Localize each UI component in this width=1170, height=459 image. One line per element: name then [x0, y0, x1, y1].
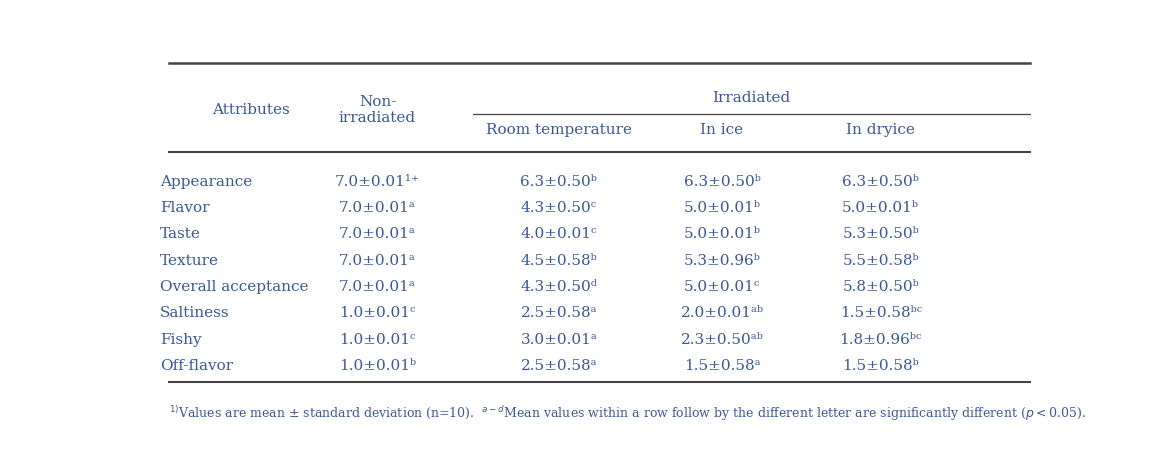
Text: Non-
irradiated: Non- irradiated: [339, 95, 417, 125]
Text: 2.0±0.01ᵃᵇ: 2.0±0.01ᵃᵇ: [681, 306, 764, 320]
Text: 1.5±0.58ᵃ: 1.5±0.58ᵃ: [683, 358, 760, 372]
Text: 1.5±0.58ᵇᶜ: 1.5±0.58ᵇᶜ: [840, 306, 922, 320]
Text: 7.0±0.01ᵃ: 7.0±0.01ᵃ: [339, 227, 415, 241]
Text: 7.0±0.01ᵃ: 7.0±0.01ᵃ: [339, 201, 415, 215]
Text: 3.0±0.01ᵃ: 3.0±0.01ᵃ: [521, 332, 597, 346]
Text: 7.0±0.01ᵃ: 7.0±0.01ᵃ: [339, 253, 415, 267]
Text: 4.5±0.58ᵇ: 4.5±0.58ᵇ: [521, 253, 597, 267]
Text: 1.5±0.58ᵇ: 1.5±0.58ᵇ: [842, 358, 920, 372]
Text: 5.5±0.58ᵇ: 5.5±0.58ᵇ: [842, 253, 918, 267]
Text: 2.5±0.58ᵃ: 2.5±0.58ᵃ: [521, 306, 597, 320]
Text: 2.5±0.58ᵃ: 2.5±0.58ᵃ: [521, 358, 597, 372]
Text: 7.0±0.01ᵃ: 7.0±0.01ᵃ: [339, 280, 415, 293]
Text: 1.8±0.96ᵇᶜ: 1.8±0.96ᵇᶜ: [840, 332, 922, 346]
Text: Texture: Texture: [160, 253, 219, 267]
Text: Flavor: Flavor: [160, 201, 209, 215]
Text: Saltiness: Saltiness: [160, 306, 229, 320]
Text: 5.0±0.01ᵇ: 5.0±0.01ᵇ: [683, 201, 760, 215]
Text: Irradiated: Irradiated: [713, 90, 791, 105]
Text: 4.3±0.50ᶜ: 4.3±0.50ᶜ: [521, 201, 597, 215]
Text: 5.0±0.01ᶜ: 5.0±0.01ᶜ: [684, 280, 760, 293]
Text: Taste: Taste: [160, 227, 201, 241]
Text: 6.3±0.50ᵇ: 6.3±0.50ᵇ: [521, 174, 597, 188]
Text: 6.3±0.50ᵇ: 6.3±0.50ᵇ: [683, 174, 760, 188]
Text: In dryice: In dryice: [846, 122, 915, 136]
Text: Room temperature: Room temperature: [486, 122, 632, 136]
Text: 5.8±0.50ᵇ: 5.8±0.50ᵇ: [842, 280, 920, 293]
Text: Off-flavor: Off-flavor: [160, 358, 233, 372]
Text: 7.0±0.01¹⁺: 7.0±0.01¹⁺: [335, 174, 420, 188]
Text: 1.0±0.01ᶜ: 1.0±0.01ᶜ: [339, 306, 415, 320]
Text: In ice: In ice: [701, 122, 744, 136]
Text: 5.0±0.01ᵇ: 5.0±0.01ᵇ: [683, 227, 760, 241]
Text: 1.0±0.01ᵇ: 1.0±0.01ᵇ: [339, 358, 417, 372]
Text: Appearance: Appearance: [160, 174, 252, 188]
Text: Fishy: Fishy: [160, 332, 201, 346]
Text: 5.0±0.01ᵇ: 5.0±0.01ᵇ: [842, 201, 920, 215]
Text: $^{1)}$Values are mean $\pm$ standard deviation (n=10).  $^{a-d}$Mean values wit: $^{1)}$Values are mean $\pm$ standard de…: [168, 403, 1086, 422]
Text: 5.3±0.96ᵇ: 5.3±0.96ᵇ: [683, 253, 760, 267]
Text: 5.3±0.50ᵇ: 5.3±0.50ᵇ: [842, 227, 920, 241]
Text: 4.3±0.50ᵈ: 4.3±0.50ᵈ: [521, 280, 597, 293]
Text: 4.0±0.01ᶜ: 4.0±0.01ᶜ: [521, 227, 597, 241]
Text: Overall acceptance: Overall acceptance: [160, 280, 309, 293]
Text: Attributes: Attributes: [212, 103, 289, 117]
Text: 1.0±0.01ᶜ: 1.0±0.01ᶜ: [339, 332, 415, 346]
Text: 2.3±0.50ᵃᵇ: 2.3±0.50ᵃᵇ: [681, 332, 764, 346]
Text: 6.3±0.50ᵇ: 6.3±0.50ᵇ: [842, 174, 920, 188]
